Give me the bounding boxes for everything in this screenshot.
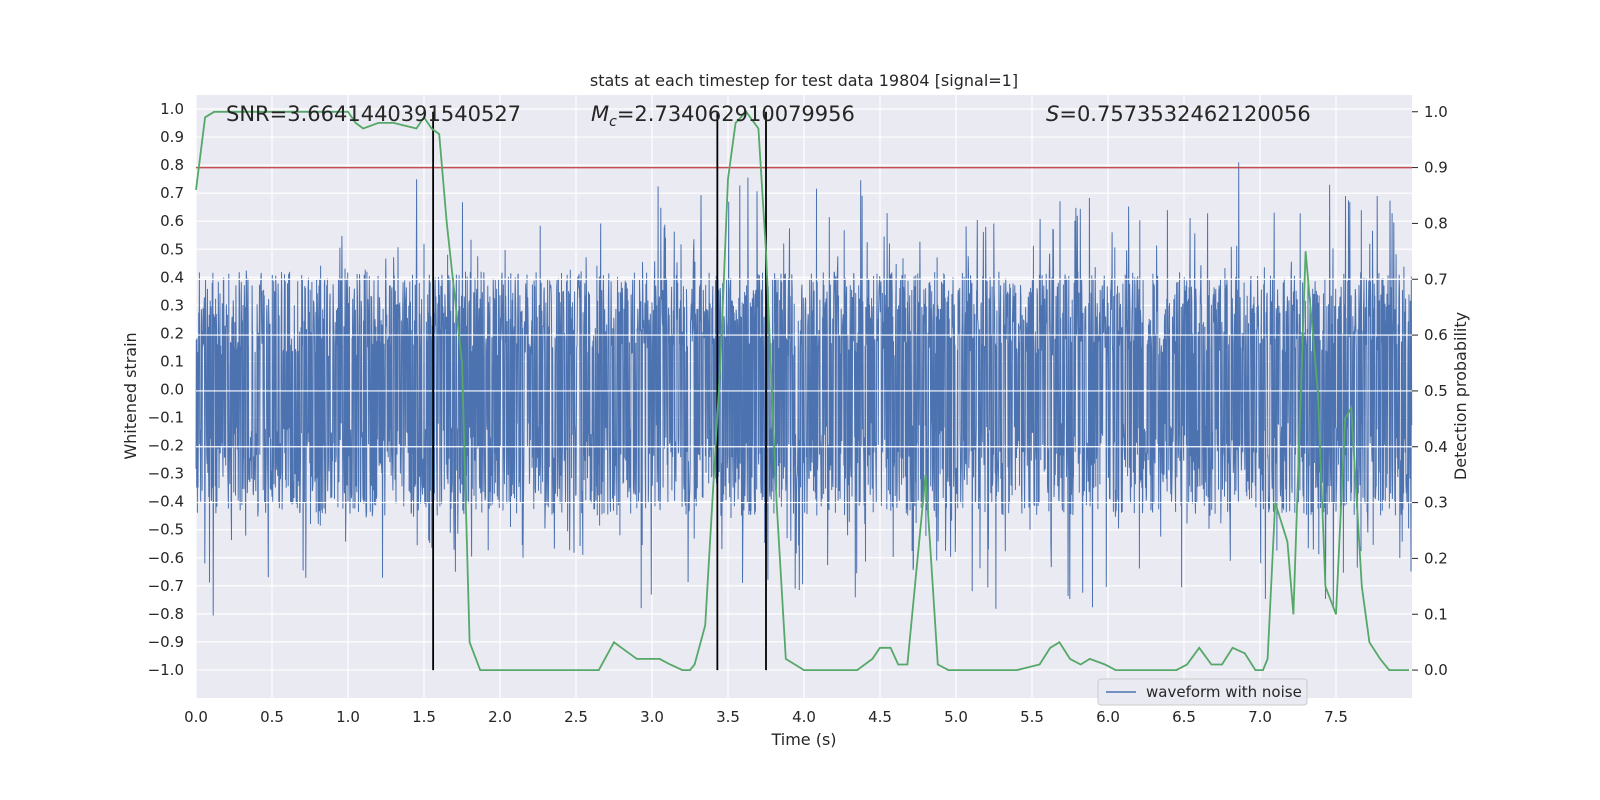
s-symbol: S xyxy=(1046,102,1059,126)
x-axis-label: Time (s) xyxy=(770,730,836,749)
y-left-tick-label: −0.4 xyxy=(148,493,184,511)
y-left-tick-label: 0.4 xyxy=(160,268,184,286)
y-left-tick-label: 0.0 xyxy=(160,380,184,398)
x-tick-label: 0.5 xyxy=(260,708,284,726)
x-tick-label: 1.5 xyxy=(412,708,436,726)
y-right-tick-label: 0.3 xyxy=(1424,494,1448,512)
x-tick-label: 7.5 xyxy=(1324,708,1348,726)
y-left-tick-label: −0.3 xyxy=(148,465,184,483)
x-tick-label: 3.0 xyxy=(640,708,664,726)
x-tick-label: 5.0 xyxy=(944,708,968,726)
y-left-tick-label: 0.6 xyxy=(160,212,184,230)
y-left-tick-label: −0.9 xyxy=(148,633,184,651)
y-left-tick-label: 0.9 xyxy=(160,128,184,146)
y-left-tick-label: 0.8 xyxy=(160,156,184,174)
chirp-mass-symbol: M xyxy=(591,102,609,126)
x-tick-label: 6.5 xyxy=(1172,708,1196,726)
y-axis-right-label: Detection probability xyxy=(1451,312,1470,480)
y-right-tick-label: 0.0 xyxy=(1424,661,1448,679)
y-left-tick-label: 0.2 xyxy=(160,324,184,342)
y-left-tick-label: 0.3 xyxy=(160,296,184,314)
chirp-mass-value: =2.734062910079956 xyxy=(617,102,855,126)
chart-title: stats at each timestep for test data 198… xyxy=(590,71,1018,90)
y-right-tick-label: 0.5 xyxy=(1424,382,1448,400)
s-annotation: S=0.7573532462120056 xyxy=(1046,102,1311,126)
y-right-tick-label: 0.4 xyxy=(1424,438,1448,456)
y-axis-left-ticks: 1.0 0.9 0.8 0.7 0.6 0.5 0.4 0.3 0.2 0.1 0.0 −0.1 −0.… xyxy=(148,100,184,679)
detection-probability-series xyxy=(195,110,1409,671)
y-right-tick-label: 0.9 xyxy=(1424,159,1448,177)
x-tick-label: 0.0 xyxy=(184,708,208,726)
x-tick-label: 3.5 xyxy=(716,708,740,726)
y-left-tick-label: −1.0 xyxy=(148,661,184,679)
y-left-tick-label: −0.6 xyxy=(148,549,184,567)
s-value: =0.7573532462120056 xyxy=(1059,102,1310,126)
legend-box xyxy=(1097,678,1308,706)
x-tick-label: 4.5 xyxy=(868,708,892,726)
y-left-tick-label: −0.5 xyxy=(148,521,184,539)
y-right-tick-label: 0.6 xyxy=(1424,326,1448,344)
x-tick-label: 6.0 xyxy=(1096,708,1120,726)
y-right-tick-label: 0.7 xyxy=(1424,270,1448,288)
y-axis-right-ticks: 1.0 0.9 0.8 0.7 0.6 0.5 0.4 0.3 0.2 0.1 0.0 xyxy=(1412,103,1448,679)
x-tick-label: 2.0 xyxy=(488,708,512,726)
y-left-tick-label: 1.0 xyxy=(160,100,184,118)
legend: waveform with noise xyxy=(1097,678,1308,706)
y-left-tick-label: −0.8 xyxy=(148,605,184,623)
x-tick-label: 7.0 xyxy=(1248,708,1272,726)
y-left-tick-label: 0.7 xyxy=(160,184,184,202)
x-tick-label: 4.0 xyxy=(792,708,816,726)
grid-overlay xyxy=(196,278,1412,504)
y-right-tick-label: 0.1 xyxy=(1424,605,1448,623)
y-right-tick-label: 1.0 xyxy=(1424,103,1448,121)
chirp-mass-annotation: Mc=2.734062910079956 xyxy=(591,102,855,130)
y-left-tick-label: −0.1 xyxy=(148,409,184,427)
x-axis-ticks: 0.0 0.5 1.0 1.5 2.0 2.5 3.0 3.5 4.0 4.5 5.0 5.5 6.0 6… xyxy=(184,708,1348,726)
waveform-series xyxy=(195,162,1413,616)
y-axis-left-label: Whitened strain xyxy=(121,332,140,459)
vertical-markers xyxy=(432,111,767,671)
x-tick-label: 2.5 xyxy=(564,708,588,726)
legend-entry: waveform with noise xyxy=(1146,683,1302,701)
waveform-line xyxy=(195,162,1413,616)
y-right-tick-label: 0.8 xyxy=(1424,214,1448,232)
snr-annotation: SNR=3.6641440391540527 xyxy=(226,102,521,126)
y-left-tick-label: −0.7 xyxy=(148,577,184,595)
x-tick-label: 5.5 xyxy=(1020,708,1044,726)
detection-probability-line xyxy=(195,110,1409,671)
x-tick-label: 1.0 xyxy=(336,708,360,726)
y-left-tick-label: −0.2 xyxy=(148,437,184,455)
y-left-tick-label: 0.1 xyxy=(160,352,184,370)
chirp-mass-subscript: c xyxy=(609,114,617,130)
y-right-tick-label: 0.2 xyxy=(1424,549,1448,567)
y-left-tick-label: 0.5 xyxy=(160,240,184,258)
